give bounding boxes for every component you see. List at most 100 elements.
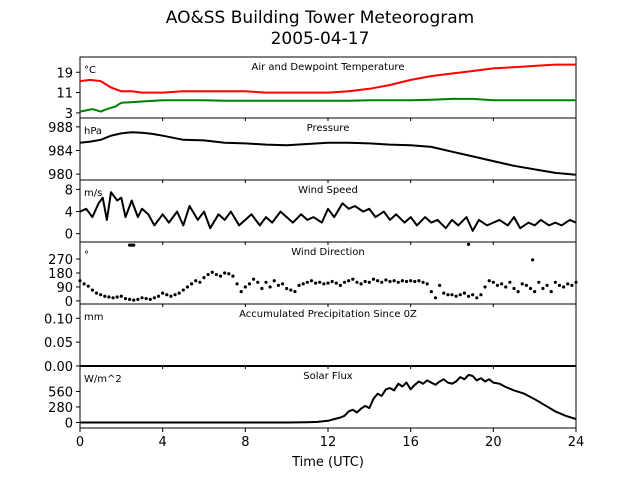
data-point-wind_direction [132,298,136,302]
y-tick-label-solar_flux: 280 [48,401,73,416]
data-point-wind_direction [181,288,185,292]
data-point-wind_direction [301,282,305,286]
data-point-wind_direction [247,282,252,286]
data-point-wind_direction [388,279,392,284]
data-point-wind_direction [438,283,442,287]
y-tick-label-wind_speed: 4 [65,206,73,221]
data-point-wind_direction [504,285,508,289]
data-point-wind_direction [417,279,421,283]
data-point-wind_direction [520,282,524,286]
data-point-wind_direction [194,279,198,283]
data-point-wind_direction [268,285,272,289]
data-point-wind_direction [309,279,314,283]
data-point-wind_direction [471,293,475,297]
panel-title-solar_flux: Solar Flux [303,371,353,382]
y-tick-label-wind_direction: 90 [56,281,73,296]
data-point-wind_direction [421,280,425,284]
data-point-wind_direction [322,282,326,286]
data-point-wind_direction [289,288,293,292]
y-tick-label-pressure: 980 [48,168,73,183]
data-point-wind_direction [466,242,471,246]
data-point-wind_direction [483,285,487,289]
data-point-wind_direction [78,279,82,283]
data-point-wind_direction [512,286,516,291]
y-tick-label-precipitation: 0.10 [44,312,73,327]
data-point-wind_direction [239,290,243,294]
data-point-wind_direction [524,283,529,287]
data-point-wind_direction [128,297,132,301]
figure-subtitle: 2005-04-17 [270,29,370,49]
data-point-wind_direction [285,286,289,291]
panel-title-pressure: Pressure [307,123,350,134]
y-tick-label-precipitation: 0.05 [44,336,73,351]
data-point-wind_direction [119,294,123,298]
data-point-wind_direction [115,295,119,299]
x-tick-label: 20 [485,435,502,450]
panel-unit-wind_direction: ° [84,250,89,261]
y-tick-label-solar_flux: 0 [65,416,73,431]
panel-unit-pressure: hPa [84,126,102,137]
data-point-wind_direction [557,283,562,287]
data-point-wind_direction [86,284,90,288]
data-point-wind_direction [218,274,223,278]
y-tick-label-wind_direction: 0 [65,295,73,310]
data-point-wind_direction [549,290,553,294]
data-point-wind_direction [235,282,239,286]
data-point-wind_direction [537,280,541,284]
data-point-wind_direction [475,296,479,300]
data-point-wind_direction [531,258,535,262]
x-tick-label: 16 [402,435,419,450]
data-point-wind_direction [562,285,566,289]
data-point-wind_direction [409,279,413,283]
data-point-wind_direction [351,277,355,281]
data-point-wind_direction [545,283,549,287]
figure-title-block: AO&SS Building Tower Meteorogram 2005-04… [0,8,640,50]
figure-title: AO&SS Building Tower Meteorogram [165,8,475,28]
panel-unit-solar_flux: W/m^2 [84,374,122,385]
y-tick-label-pressure: 984 [48,144,73,159]
data-point-wind_direction [570,283,574,287]
y-tick-label-wind_speed: 0 [65,228,73,243]
data-point-wind_direction [99,293,103,297]
data-point-wind_direction [252,277,256,281]
data-point-wind_direction [458,293,462,297]
panel-unit-temperature: °C [84,65,96,76]
data-point-wind_direction [334,281,338,285]
data-point-wind_direction [90,288,94,292]
data-point-wind_direction [214,272,218,277]
data-point-wind_direction [272,279,276,283]
data-point-wind_direction [466,294,471,298]
y-tick-label-temperature: 19 [56,66,73,81]
data-point-wind_direction [227,272,231,276]
data-point-wind_direction [462,291,466,295]
data-point-wind_direction [256,280,260,284]
data-point-wind_direction [276,283,280,287]
x-axis-label: Time (UTC) [291,455,364,470]
data-point-wind_direction [363,279,367,284]
data-point-wind_direction [574,280,578,284]
panel-title-precipitation: Accumulated Precipitation Since 0Z [239,309,417,320]
data-point-wind_direction [223,271,227,275]
y-tick-label-solar_flux: 560 [48,385,73,400]
panel-unit-precipitation: mm [84,312,103,323]
data-point-wind_direction [140,296,144,300]
y-tick-label-precipitation: 0.00 [44,360,73,375]
y-tick-label-wind_direction: 270 [48,253,73,268]
data-point-wind_direction [293,290,297,294]
data-point-wind_direction [533,290,537,294]
panel-unit-wind_speed: m/s [84,188,102,199]
data-point-wind_direction [392,279,396,283]
data-point-wind_direction [508,280,512,284]
data-point-wind_direction [541,286,545,291]
series-line-temperature-1 [79,97,576,113]
data-point-wind_direction [553,280,557,284]
data-point-wind_direction [396,280,400,284]
data-point-wind_direction [280,282,285,286]
data-point-wind_direction [355,280,359,284]
x-tick-label: 0 [76,435,84,450]
data-point-wind_direction [338,283,342,287]
data-point-wind_direction [500,282,504,286]
data-point-wind_direction [198,280,202,284]
